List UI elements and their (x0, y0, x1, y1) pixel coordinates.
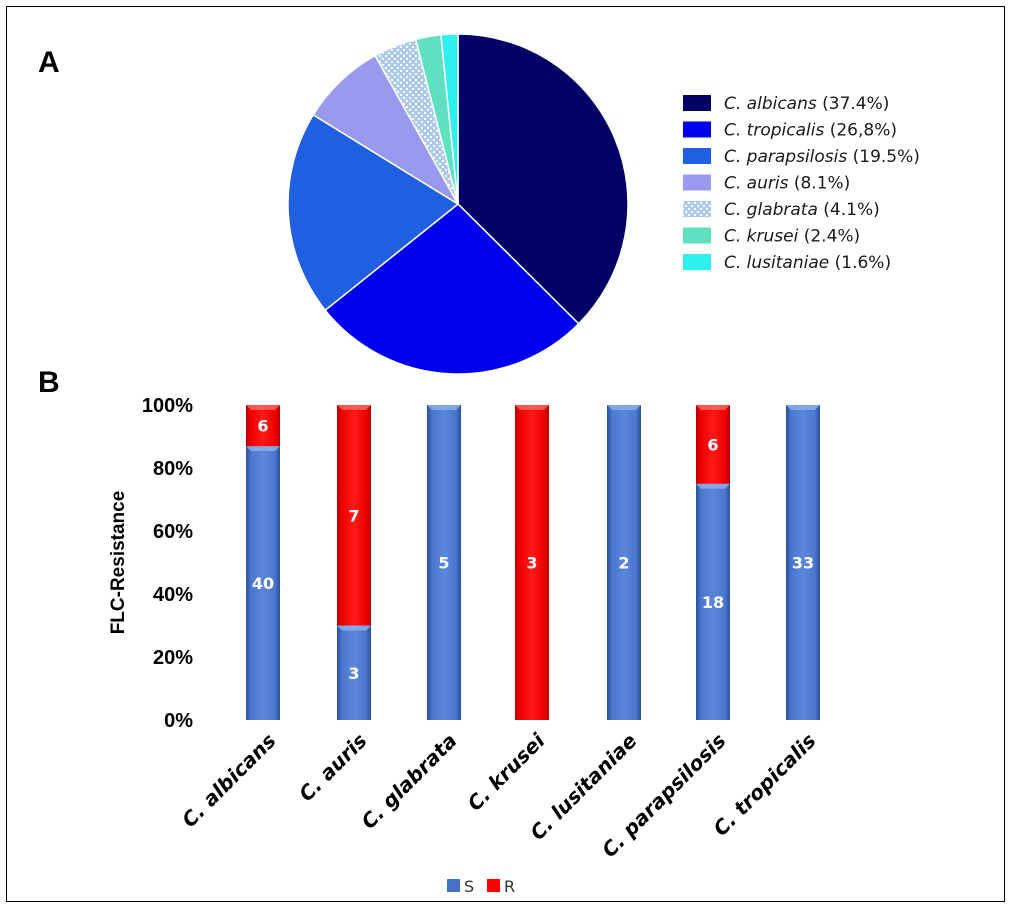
bar-segment-r-c-krusei (515, 405, 549, 720)
legend-swatch-c-auris (683, 174, 711, 191)
bar-value-label-s-c-albicans: 40 (252, 574, 274, 593)
pie-chart (287, 33, 629, 375)
legend-swatch-c-albicans (683, 95, 711, 111)
legend-swatch-c-krusei (683, 227, 711, 244)
series-legend-swatch-s (447, 879, 460, 892)
bar-bevel-s-c-lusitaniae (607, 405, 641, 410)
y-tick-label: 20% (153, 647, 193, 669)
legend-swatch-c-parapsilosis (683, 148, 711, 164)
x-category-label-c-auris: C. auris (294, 729, 372, 807)
x-category-label-c-krusei: C. krusei (463, 728, 551, 816)
legend-swatch-c-lusitaniae (683, 254, 711, 270)
legend-label-c-lusitaniae: C. lusitaniae (1.6%) (724, 253, 891, 273)
bar-segment-s-c-lusitaniae (607, 405, 641, 720)
bar-value-label-s-c-parapsilosis: 18 (702, 593, 724, 612)
pie-legend: C. albicans (37.4%) C. tropicalis (26,8%)… (683, 94, 920, 273)
legend-swatch-c-tropicalis (683, 121, 711, 138)
bar-segment-s-c-glabrata (427, 405, 461, 720)
series-legend-swatch-r (487, 879, 500, 892)
y-tick-label: 0% (164, 710, 193, 732)
legend-label-c-parapsilosis: C. parapsilosis (19.5%) (724, 147, 920, 167)
y-tick-label: 40% (153, 584, 193, 606)
bar-segment-s-c-albicans (246, 446, 280, 720)
bar-chart: 0% 20% 40% 60% 80% 100% FLC-Resistance 40 6 C. al… (108, 395, 821, 896)
bar-value-label-s-c-lusitaniae: 2 (618, 554, 629, 573)
bar-segment-s-c-parapsilosis (696, 483, 730, 720)
y-tick-label: 100% (142, 395, 193, 417)
y-tick-label: 80% (153, 458, 193, 480)
panel-label-b: B (38, 366, 60, 399)
bar-value-label-s-c-auris: 3 (348, 664, 359, 683)
pie-slice-c-parapsilosis (287, 113, 460, 312)
bar-bevel-s-c-glabrata (427, 405, 461, 410)
legend-label-c-auris: C. auris (8.1%) (724, 174, 850, 194)
y-axis-label: FLC-Resistance (108, 491, 129, 635)
bar-bevel-r-c-albicans (246, 405, 280, 410)
legend-label-c-tropicalis: C. tropicalis (26,8%) (724, 121, 897, 141)
bar-bevel-r-c-parapsilosis (696, 405, 730, 410)
bar-segment-r-c-parapsilosis (696, 405, 730, 484)
bar-segment-r-c-auris (337, 405, 371, 626)
bar-value-label-r-c-parapsilosis: 6 (707, 435, 718, 454)
bar-segment-s-c-tropicalis (786, 405, 820, 720)
pie-slice-c-lusitaniae (440, 33, 459, 205)
bar-value-label-s-c-tropicalis: 33 (792, 554, 814, 573)
bar-bevel-s-c-albicans (246, 446, 280, 452)
y-tick-label: 60% (153, 521, 193, 543)
pie-slice-c-tropicalis (324, 202, 580, 375)
bar-bevel-s-c-tropicalis (786, 405, 820, 410)
series-legend-label-r: R (504, 877, 515, 896)
bar-bevel-r-c-krusei (515, 405, 549, 410)
legend-label-c-glabrata: C. glabrata (4.1%) (724, 200, 880, 220)
series-legend-label-s: S (464, 877, 474, 896)
legend-label-c-krusei: C. krusei (2.4%) (724, 227, 860, 247)
x-category-label-c-albicans: C. albicans (177, 729, 280, 832)
bar-value-label-r-c-auris: 7 (348, 506, 359, 525)
legend-label-c-albicans: C. albicans (37.4%) (724, 94, 889, 114)
bar-segment-r-c-albicans (246, 405, 280, 447)
legend-swatch-c-glabrata (683, 201, 711, 217)
pie-slice-c-albicans (457, 33, 629, 325)
bar-value-label-r-c-krusei: 3 (526, 554, 537, 573)
panel-label-a: A (38, 46, 60, 79)
x-category-label-c-glabrata: C. glabrata (356, 729, 461, 834)
bar-value-label-s-c-glabrata: 5 (438, 554, 449, 573)
bar-value-label-r-c-albicans: 6 (257, 417, 268, 436)
bar-bevel-s-c-parapsilosis (696, 483, 730, 489)
bar-bevel-s-c-auris (337, 625, 371, 631)
bar-bevel-r-c-auris (337, 405, 371, 410)
bar-segment-s-c-auris (337, 625, 371, 720)
